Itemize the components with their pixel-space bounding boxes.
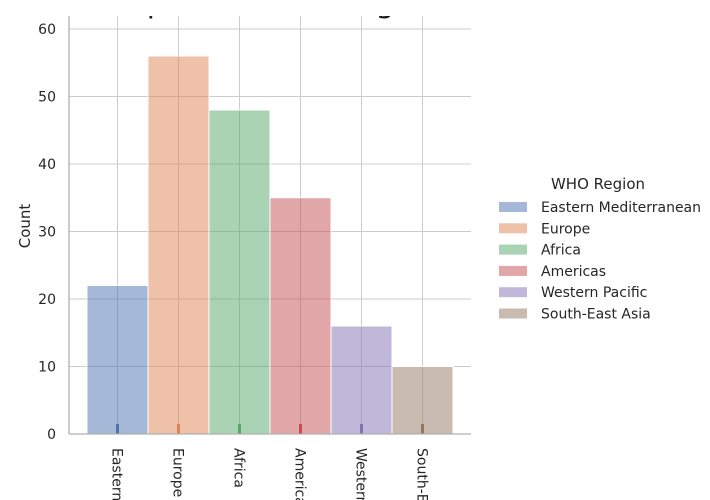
y-axis-label: Count xyxy=(16,204,34,249)
legend-swatch xyxy=(499,265,527,276)
chart-title-group: Displot of WHO Region xyxy=(100,0,441,20)
y-tick-label: 50 xyxy=(38,90,56,106)
x-tick-label: Western xyxy=(353,448,369,500)
rug-mark xyxy=(421,424,424,434)
legend-label: Africa xyxy=(541,243,581,259)
y-tick-label: 20 xyxy=(38,292,56,308)
legend-title: WHO Region xyxy=(551,175,645,193)
rug-mark xyxy=(299,424,302,434)
rug-mark xyxy=(177,424,180,434)
bar xyxy=(147,55,210,435)
legend-swatch xyxy=(499,287,527,298)
x-tick-label: Europe xyxy=(170,448,186,497)
x-tick-label: Africa xyxy=(231,448,247,488)
y-tick-label: 60 xyxy=(38,22,56,38)
bar xyxy=(86,285,149,435)
legend-swatch xyxy=(499,308,527,319)
rug-mark xyxy=(116,424,119,434)
x-tick-label: South-E xyxy=(414,448,430,500)
chart-title: Displot of WHO Region xyxy=(100,0,441,20)
legend: WHO Region Eastern Mediterranean Europe Af… xyxy=(499,175,701,323)
legend-label: Eastern Mediterranean xyxy=(541,200,701,216)
bar xyxy=(330,325,393,435)
y-tick-label: 40 xyxy=(38,157,56,173)
x-tick-labels: Eastern Europe Africa America Western South-E xyxy=(109,448,430,500)
bars xyxy=(86,55,454,435)
bar xyxy=(208,109,271,435)
axes xyxy=(68,16,471,435)
legend-swatch xyxy=(499,223,527,234)
legend-label: Americas xyxy=(541,264,606,280)
legend-label: Europe xyxy=(541,221,590,237)
x-tick-label: America xyxy=(292,448,308,500)
y-tick-labels: 0 10 20 30 40 50 60 xyxy=(38,22,56,443)
legend-swatch xyxy=(499,244,527,255)
bar xyxy=(269,197,332,435)
y-tick-label: 0 xyxy=(47,427,56,443)
bar xyxy=(391,366,454,435)
legend-label: Western Pacific xyxy=(541,285,647,301)
y-tick-label: 10 xyxy=(38,360,56,376)
legend-swatch xyxy=(499,202,527,212)
rug-mark xyxy=(238,424,241,434)
y-tick-label: 30 xyxy=(38,225,56,241)
rug-mark xyxy=(360,424,363,434)
legend-label: South-East Asia xyxy=(541,307,651,323)
x-tick-label: Eastern xyxy=(109,448,125,500)
